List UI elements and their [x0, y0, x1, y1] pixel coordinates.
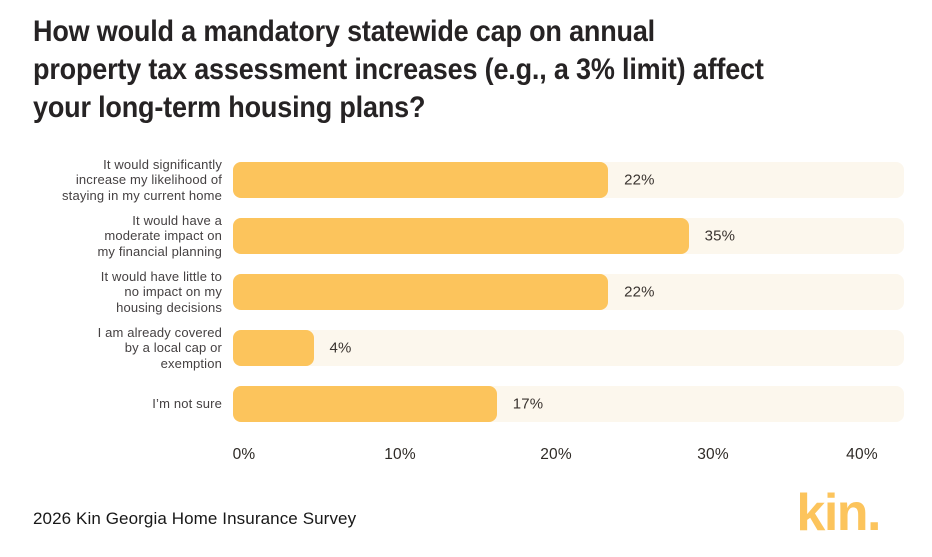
bar-track: 35%	[233, 218, 904, 254]
chart-title-line: property tax assessment increases (e.g.,…	[33, 53, 764, 86]
chart-row: It would have a moderate impact on my fina…	[0, 213, 904, 259]
x-tick-label: 30%	[697, 446, 729, 463]
category-label: I am already covered by a local cap or exe…	[97, 324, 222, 371]
x-tick-label: 0%	[232, 446, 256, 463]
source-caption: 2026 Kin Georgia Home Insurance Survey	[33, 509, 357, 528]
value-label: 4%	[329, 339, 352, 357]
bar-track: 22%	[233, 162, 904, 198]
bar	[233, 330, 314, 366]
bar	[233, 162, 609, 198]
bar	[233, 386, 497, 422]
chart-row: I am already covered by a local cap or exe…	[0, 325, 904, 371]
chart-title-line: How would a mandatory statewide cap on a…	[33, 15, 655, 48]
category-label: It would have little to no impact on my ho…	[100, 268, 222, 315]
category-label: It would have a moderate impact on my fina…	[97, 212, 222, 259]
chart-title-line: your long-term housing plans?	[33, 91, 426, 124]
bar	[233, 274, 609, 310]
chart-title: How would a mandatory statewide cap on a…	[33, 13, 932, 127]
bar	[233, 218, 689, 254]
x-tick-label: 20%	[540, 446, 572, 463]
x-axis: 0% 10% 20% 30% 40%	[233, 446, 904, 468]
category-label: I’m not sure	[152, 396, 222, 412]
x-tick-label: 40%	[846, 446, 878, 463]
bar-chart: It would significantly increase my likeli…	[0, 157, 904, 442]
bar-track: 4%	[233, 330, 904, 366]
chart-row: It would significantly increase my likeli…	[0, 157, 904, 203]
bar-track: 17%	[233, 386, 904, 422]
chart-row: It would have little to no impact on my ho…	[0, 269, 904, 315]
value-label: 35%	[704, 227, 736, 245]
value-label: 22%	[624, 283, 655, 301]
value-label: 22%	[624, 171, 655, 189]
kin-logo: kin.	[796, 484, 881, 542]
x-tick-label: 10%	[384, 446, 416, 463]
bar-track: 22%	[233, 274, 904, 310]
chart-row: I’m not sure 17%	[0, 386, 904, 422]
category-label: It would significantly increase my likeli…	[62, 156, 222, 203]
value-label: 17%	[512, 395, 544, 413]
